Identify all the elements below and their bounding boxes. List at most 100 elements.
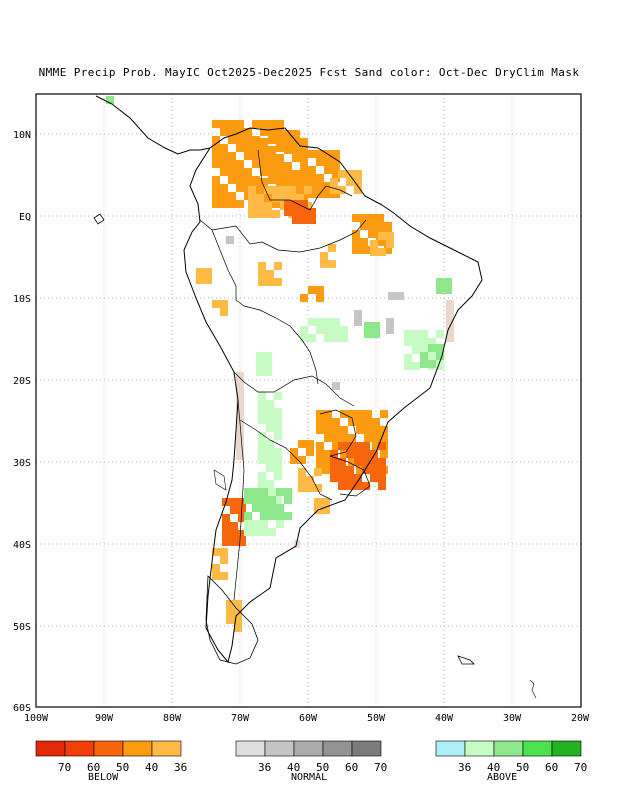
forecast-cell	[268, 170, 276, 178]
forecast-cell	[316, 286, 324, 294]
forecast-cell	[354, 318, 362, 326]
forecast-cell	[236, 136, 244, 144]
forecast-cell	[348, 434, 356, 442]
forecast-cell	[274, 448, 282, 456]
forecast-cell	[220, 200, 228, 208]
forecast-cell	[388, 292, 396, 300]
lat-label: EQ	[19, 212, 31, 223]
forecast-cell	[348, 418, 356, 426]
forecast-cell	[196, 268, 204, 276]
legend	[35, 740, 582, 757]
forecast-cell	[256, 352, 264, 360]
forecast-cell	[304, 186, 312, 194]
forecast-cell	[244, 176, 252, 184]
lon-label: 100W	[24, 713, 49, 724]
forecast-cell	[338, 474, 346, 482]
forecast-cell	[230, 498, 238, 506]
forecast-cell	[300, 200, 308, 208]
forecast-cell	[376, 214, 384, 222]
forecast-cell	[236, 144, 244, 152]
forecast-cell	[346, 474, 354, 482]
forecast-cell	[368, 214, 376, 222]
forecast-cell	[204, 268, 212, 276]
forecast-cell	[352, 214, 360, 222]
forecast-cell	[260, 520, 268, 528]
dry-mask-area	[236, 372, 244, 460]
forecast-cell	[378, 482, 386, 490]
forecast-cell	[264, 360, 272, 368]
legend-normal-caption: NORMAL	[291, 772, 328, 783]
forecast-cell	[362, 442, 370, 450]
forecast-cell	[238, 538, 246, 546]
forecast-cell	[368, 222, 376, 230]
forecast-cell	[340, 434, 348, 442]
forecast-cell	[354, 442, 362, 450]
forecast-cell	[308, 216, 316, 224]
forecast-cell	[332, 166, 340, 174]
legend-above-label: 40	[487, 761, 501, 774]
forecast-cell	[292, 138, 300, 146]
forecast-cell	[248, 210, 256, 218]
forecast-cell	[264, 368, 272, 376]
forecast-cell	[370, 450, 378, 458]
forecast-cell	[264, 186, 272, 194]
forecast-cell	[266, 408, 274, 416]
forecast-cell	[236, 184, 244, 192]
forecast-cell	[220, 308, 228, 316]
forecast-cell	[228, 160, 236, 168]
forecast-cell	[300, 146, 308, 154]
forecast-cell	[316, 158, 324, 166]
lat-label: 10N	[13, 130, 31, 141]
forecast-cell	[338, 170, 346, 178]
forecast-cell	[384, 222, 392, 230]
forecast-cell	[234, 624, 242, 632]
forecast-cell	[288, 186, 296, 194]
legend-below-caption: BELOW	[88, 772, 119, 783]
forecast-cell	[288, 194, 296, 202]
forecast-cell	[346, 170, 354, 178]
forecast-cell	[308, 150, 316, 158]
lon-label: 40W	[435, 713, 454, 724]
legend-below-label: 60	[87, 761, 101, 774]
forecast-cell	[260, 178, 268, 186]
forecast-cell	[258, 416, 266, 424]
forecast-cell	[346, 466, 354, 474]
forecast-cell	[300, 294, 308, 302]
forecast-cell	[324, 434, 332, 442]
forecast-cell	[276, 144, 284, 152]
forecast-cell	[298, 468, 306, 476]
forecast-cell	[300, 166, 308, 174]
forecast-cell	[354, 170, 362, 178]
forecast-cell	[234, 616, 242, 624]
forecast-cell	[220, 300, 228, 308]
forecast-cell	[360, 222, 368, 230]
forecast-cell	[244, 152, 252, 160]
forecast-cell	[220, 160, 228, 168]
forecast-cell	[316, 326, 324, 334]
forecast-cell	[274, 424, 282, 432]
forecast-cell	[226, 236, 234, 244]
forecast-cell	[378, 474, 386, 482]
forecast-cell	[370, 458, 378, 466]
forecast-cell	[236, 120, 244, 128]
forecast-cell	[300, 334, 308, 342]
forecast-cell	[284, 130, 292, 138]
forecast-cell	[404, 338, 412, 346]
forecast-cell	[292, 130, 300, 138]
forecast-cell	[332, 418, 340, 426]
forecast-cell	[340, 334, 348, 342]
forecast-cell	[378, 458, 386, 466]
forecast-cell	[228, 168, 236, 176]
forecast-cell	[212, 184, 220, 192]
forecast-cell	[328, 260, 336, 268]
forecast-cell	[372, 426, 380, 434]
forecast-cell	[272, 210, 280, 218]
forecast-cell	[324, 458, 332, 466]
forecast-cell	[258, 472, 266, 480]
forecast-cell	[330, 186, 338, 194]
forecast-cell	[316, 174, 324, 182]
forecast-cell	[320, 252, 328, 260]
dry-mask-area	[446, 300, 454, 342]
forecast-cell	[292, 154, 300, 162]
forecast-cell	[332, 382, 340, 390]
